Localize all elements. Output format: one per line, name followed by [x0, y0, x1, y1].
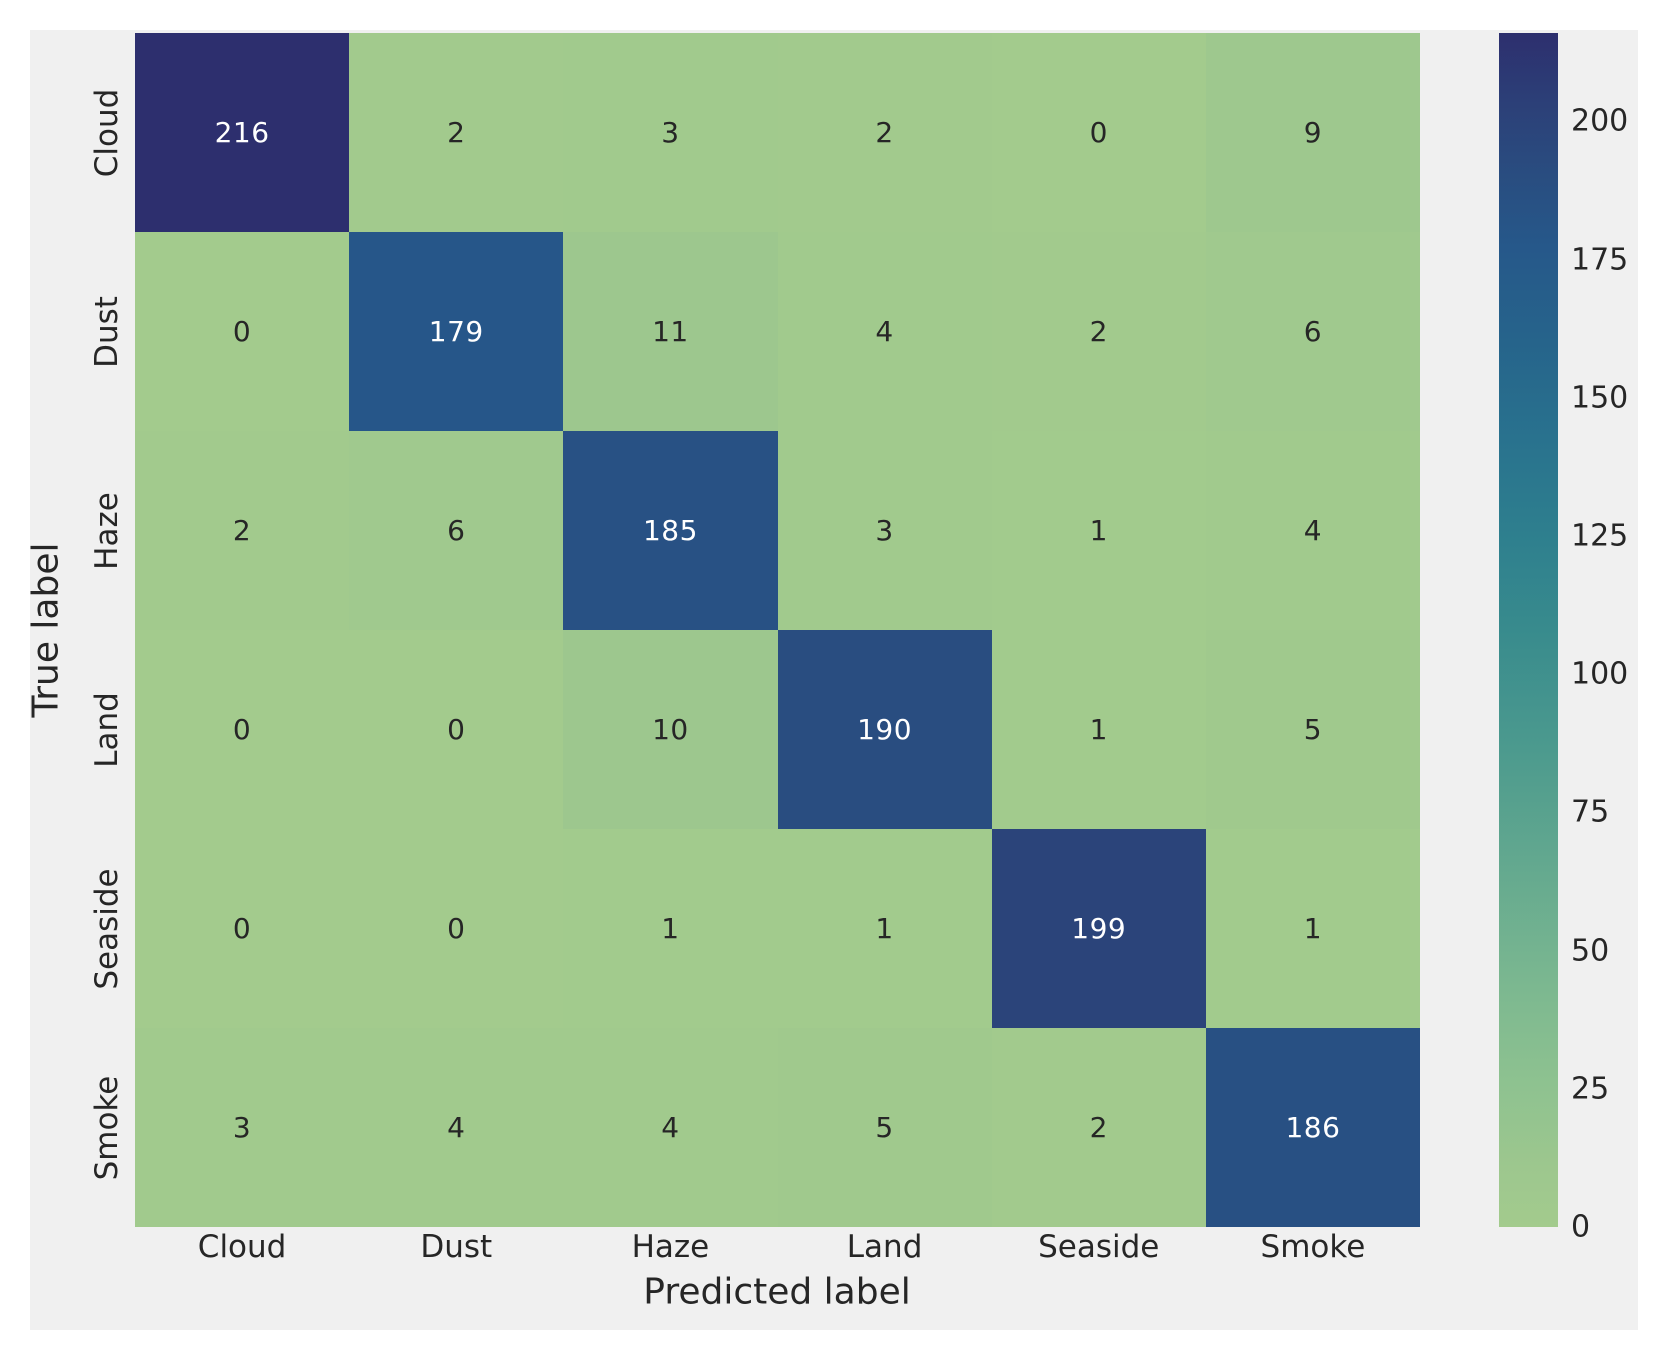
heatmap-cell-land-haze: 10 — [563, 630, 778, 829]
y-tick-cloud: Cloud — [89, 88, 125, 177]
heatmap-cell-smoke-haze: 4 — [563, 1028, 778, 1227]
x-tick-haze: Haze — [631, 1229, 710, 1265]
heatmap-cell-cloud-haze: 3 — [563, 33, 778, 232]
heatmap-cell-seaside-seaside: 199 — [991, 829, 1206, 1028]
heatmap-cell-haze-haze: 185 — [563, 431, 778, 630]
heatmap-cell-smoke-dust: 4 — [349, 1028, 564, 1227]
colorbar-tick-175: 175 — [1571, 242, 1629, 278]
heatmap-cell-land-smoke: 5 — [1205, 630, 1420, 829]
colorbar-tick-25: 25 — [1571, 1071, 1610, 1107]
heatmap-cell-haze-dust: 6 — [349, 431, 564, 630]
x-tick-seaside: Seaside — [1038, 1229, 1160, 1265]
heatmap-cell-dust-seaside: 2 — [991, 232, 1206, 431]
colorbar-tick-0: 0 — [1571, 1209, 1591, 1245]
y-tick-dust: Dust — [89, 295, 125, 368]
heatmap-cell-dust-land: 4 — [777, 232, 992, 431]
x-tick-land: Land — [846, 1229, 923, 1265]
heatmap-cell-dust-smoke: 6 — [1205, 232, 1420, 431]
heatmap-cell-smoke-seaside: 2 — [991, 1028, 1206, 1227]
y-tick-seaside: Seaside — [89, 867, 125, 990]
heatmap-cell-land-land: 190 — [777, 630, 992, 829]
colorbar-tick-75: 75 — [1571, 794, 1610, 830]
heatmap-cell-smoke-cloud: 3 — [135, 1028, 350, 1227]
heatmap-cell-dust-dust: 179 — [349, 232, 564, 431]
heatmap-cell-smoke-smoke: 186 — [1205, 1028, 1420, 1227]
heatmap-cell-cloud-smoke: 9 — [1205, 33, 1420, 232]
heatmap-cell-land-cloud: 0 — [135, 630, 350, 829]
heatmap-cell-dust-haze: 11 — [563, 232, 778, 431]
figure-canvas: 216 2 3 2 0 9 0 179 11 4 2 6 2 6 185 3 1 4 0 0 10 190 1 5 0 0 1 1 19… — [26, 30, 1638, 1330]
heatmap-cell-smoke-land: 5 — [777, 1028, 992, 1227]
heatmap-cell-cloud-land: 2 — [777, 33, 992, 232]
heatmap-cell-seaside-smoke: 1 — [1205, 829, 1420, 1028]
colorbar — [1499, 33, 1558, 1227]
heatmap-cell-haze-smoke: 4 — [1205, 431, 1420, 630]
heatmap-cell-seaside-dust: 0 — [349, 829, 564, 1028]
heatmap-cell-dust-cloud: 0 — [135, 232, 350, 431]
colorbar-tick-50: 50 — [1571, 933, 1610, 969]
x-tick-smoke: Smoke — [1260, 1229, 1366, 1265]
heatmap-cell-seaside-haze: 1 — [563, 829, 778, 1028]
heatmap-cell-haze-cloud: 2 — [135, 431, 350, 630]
heatmap-cell-haze-seaside: 1 — [991, 431, 1206, 630]
colorbar-tick-150: 150 — [1571, 380, 1629, 416]
heatmap-cell-land-dust: 0 — [349, 630, 564, 829]
y-tick-land: Land — [89, 691, 125, 768]
heatmap-cell-cloud-seaside: 0 — [991, 33, 1206, 232]
colorbar-tick-200: 200 — [1571, 103, 1629, 139]
confusion-matrix-heatmap: 216 2 3 2 0 9 0 179 11 4 2 6 2 6 185 3 1 4 0 0 10 190 1 5 0 0 1 1 19… — [135, 33, 1420, 1227]
y-tick-smoke: Smoke — [89, 1075, 125, 1180]
colorbar-tick-100: 100 — [1571, 656, 1629, 692]
y-axis-title: True label — [25, 542, 67, 718]
x-tick-cloud: Cloud — [197, 1229, 287, 1265]
colorbar-tick-125: 125 — [1571, 518, 1629, 554]
heatmap-cell-seaside-land: 1 — [777, 829, 992, 1028]
heatmap-cell-land-seaside: 1 — [991, 630, 1206, 829]
heatmap-cell-cloud-dust: 2 — [349, 33, 564, 232]
heatmap-cell-seaside-cloud: 0 — [135, 829, 350, 1028]
x-tick-dust: Dust — [420, 1229, 493, 1265]
heatmap-cell-haze-land: 3 — [777, 431, 992, 630]
x-axis-title: Predicted label — [643, 1271, 911, 1313]
heatmap-cell-cloud-cloud: 216 — [135, 33, 350, 232]
y-tick-haze: Haze — [89, 491, 125, 570]
